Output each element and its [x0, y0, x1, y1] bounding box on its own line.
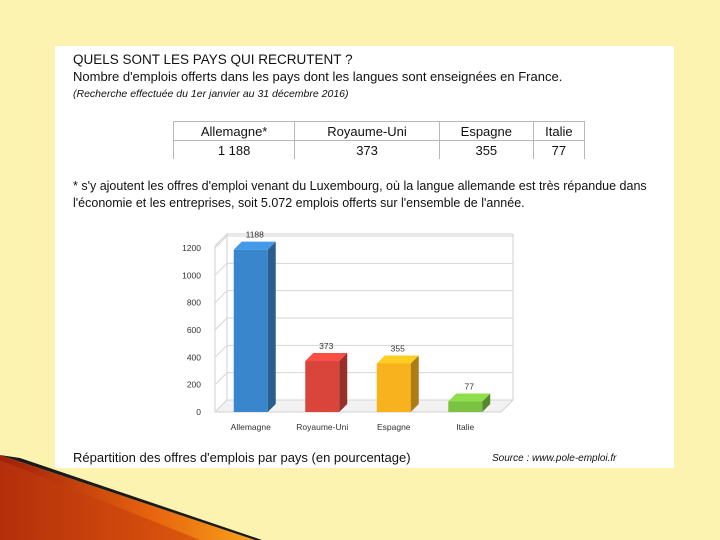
- table-cell: 355: [438, 140, 534, 159]
- gridline: [214, 235, 513, 249]
- table-row: 1 188 373 355 77: [172, 140, 586, 159]
- data-label: 77: [465, 381, 475, 391]
- chart-caption: Répartition des offres d'emplois par pay…: [73, 450, 411, 465]
- chart-side-wall-edge: [214, 233, 228, 247]
- search-period: (Recherche effectuée du 1er janvier au 3…: [73, 88, 349, 100]
- table-cell: 1 188: [172, 140, 296, 159]
- bar-top: [448, 393, 491, 402]
- table-header-cell: Allemagne*: [172, 121, 296, 141]
- y-tick-label: 400: [187, 352, 201, 362]
- bar-side: [482, 393, 491, 412]
- table-header-row: Allemagne* Royaume-Uni Espagne Italie: [172, 121, 586, 141]
- job-count-table: Allemagne* Royaume-Uni Espagne Italie 1 …: [172, 121, 586, 159]
- bar-front: [305, 361, 340, 412]
- bar-front: [448, 401, 483, 412]
- table-cell: 373: [294, 140, 440, 159]
- page-title: QUELS SONT LES PAYS QUI RECRUTENT ?: [73, 52, 353, 67]
- gridline: [214, 317, 513, 331]
- table-header-cell: Espagne: [438, 121, 534, 141]
- bar-top: [305, 353, 348, 362]
- y-tick-label: 800: [187, 298, 201, 308]
- x-category-label: Italie: [456, 422, 474, 432]
- bar-front: [233, 249, 268, 412]
- bar-chart: 0 200 400 600 800 1000 1200 1188 Allemagne 373 Roy…: [182, 230, 515, 432]
- y-tick-label: 1000: [182, 270, 201, 280]
- data-label: 1188: [246, 230, 265, 240]
- table-header-cell: Royaume-Uni: [294, 121, 440, 141]
- page-subtitle: Nombre d'emplois offerts dans les pays d…: [73, 69, 563, 84]
- bar-side: [339, 353, 348, 412]
- y-tick-label: 0: [196, 407, 201, 417]
- y-tick-label: 1200: [182, 243, 201, 253]
- bar-side: [267, 241, 276, 412]
- bar-side: [410, 355, 419, 412]
- data-label: 355: [391, 343, 405, 353]
- x-category-label: Allemagne: [231, 422, 271, 432]
- bar-front: [376, 363, 411, 412]
- x-category-label: Royaume-Uni: [296, 422, 348, 432]
- y-tick-label: 200: [187, 380, 201, 390]
- luxembourg-note: * s'y ajoutent les offres d'emploi venan…: [73, 179, 647, 210]
- x-category-label: Espagne: [377, 422, 411, 432]
- bar-top: [233, 241, 276, 250]
- data-label: 373: [319, 341, 333, 351]
- bar-top: [376, 355, 419, 364]
- gridline: [214, 344, 513, 358]
- source-credit: Source : www.pole-emploi.fr: [492, 453, 617, 464]
- table-header-cell: Italie: [532, 121, 586, 141]
- y-tick-label: 600: [187, 325, 201, 335]
- content-card: QUELS SONT LES PAYS QUI RECRUTENT ? Nomb…: [55, 46, 674, 468]
- table-cell: 77: [532, 140, 586, 159]
- gridline: [214, 262, 513, 276]
- gridline: [214, 290, 513, 304]
